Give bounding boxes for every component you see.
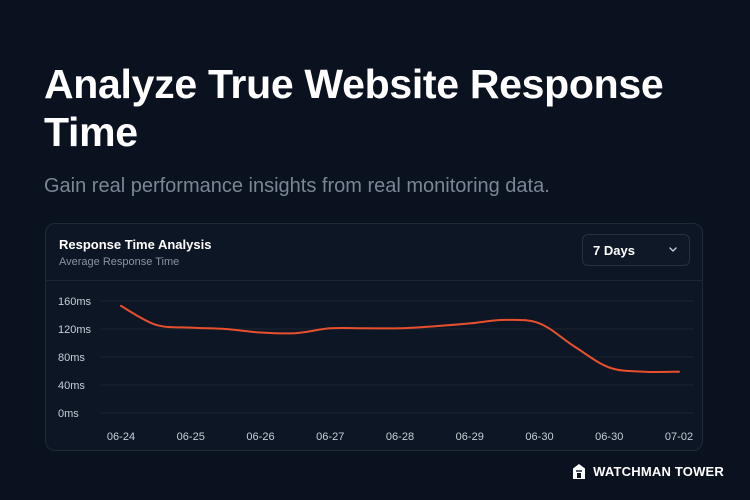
x-tick-label: 06-26 xyxy=(246,431,274,443)
time-range-value: 7 Days xyxy=(593,243,635,258)
chart-grid xyxy=(101,300,694,414)
tower-logo-icon xyxy=(573,463,586,479)
brand-name: WATCHMAN TOWER xyxy=(593,463,724,479)
x-tick-label: 06-30 xyxy=(595,431,623,443)
page-subtitle: Gain real performance insights from real… xyxy=(44,175,550,197)
card-subtitle: Average Response Time xyxy=(59,256,180,268)
y-tick-label: 120ms xyxy=(58,324,92,336)
response-time-card: Response Time Analysis Average Response … xyxy=(45,223,703,451)
x-tick-label: 06-25 xyxy=(177,431,205,443)
card-title: Response Time Analysis xyxy=(59,237,212,252)
x-tick-label: 06-29 xyxy=(456,431,484,443)
time-range-select[interactable]: 7 Days xyxy=(582,234,690,266)
series-line xyxy=(120,304,680,374)
y-tick-label: 40ms xyxy=(58,380,85,392)
brand: WATCHMAN TOWER xyxy=(571,461,724,481)
x-tick-label: 07-02 xyxy=(665,431,693,443)
chevron-down-icon xyxy=(669,247,677,252)
x-tick-label: 06-28 xyxy=(386,431,414,443)
x-tick-label: 06-30 xyxy=(525,431,553,443)
x-tick-label: 06-27 xyxy=(316,431,344,443)
page-title: Analyze True Website Response Time xyxy=(44,61,664,155)
y-axis-ticks: 160ms 120ms 80ms 40ms 0ms xyxy=(58,296,92,420)
x-axis-ticks: 06-24 06-25 06-26 06-27 06-28 06-29 06-30 06-30… xyxy=(107,431,693,443)
x-tick-label: 06-24 xyxy=(107,431,135,443)
y-tick-label: 80ms xyxy=(58,352,85,364)
y-tick-label: 0ms xyxy=(58,408,79,420)
card-header: Response Time Analysis Average Response … xyxy=(46,224,702,281)
y-tick-label: 160ms xyxy=(58,296,92,308)
